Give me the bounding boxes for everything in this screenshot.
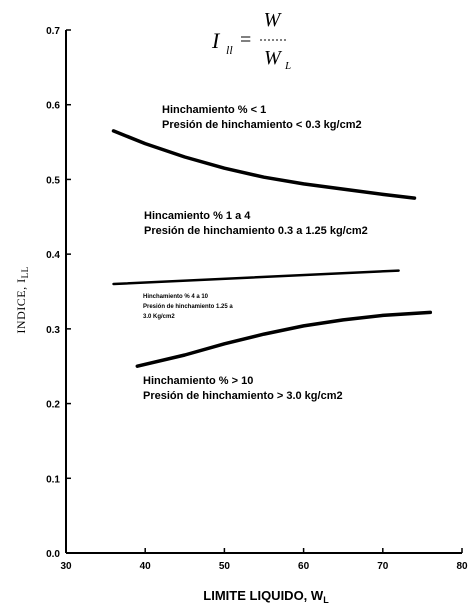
annotation-line: 3.0 Kg/cm2 [143,314,175,320]
formula-equals: = [240,29,251,51]
annotations: Hinchamiento % < 1 Presión de hinchamient… [143,104,368,402]
y-axis-title: INDICE, ILL [14,266,30,333]
x-tick-label: 60 [298,561,310,572]
annotation-2: Hincamiento % 1 a 4 Presión de hinchamien… [144,210,368,237]
series-line-3 [135,310,433,368]
y-tick-label: 0.2 [46,400,60,411]
svg-text:INDICE, ILL: INDICE, ILL [14,266,30,333]
x-tick-label: 70 [377,561,389,572]
annotation-line: Hinchamiento % 4 a 10 [143,294,209,300]
y-tick-label: 0.1 [46,474,60,485]
formula: I ll = W W L [211,9,291,72]
annotation-line: Hinchamiento % > 10 [143,375,253,387]
y-tick-label: 0.4 [46,250,60,261]
annotation-line: Presión de hinchamiento < 0.3 kg/cm2 [162,119,362,131]
y-tick-label: 0.7 [46,26,60,37]
x-tick-label: 30 [60,561,72,572]
annotation-1: Hinchamiento % < 1 Presión de hinchamient… [162,104,362,131]
annotation-4: Hinchamiento % > 10 Presión de hinchamien… [143,375,343,402]
y-tick-label: 0.6 [46,101,60,112]
y-axis-title-sub: LL [20,266,30,278]
x-axis-title-text: LIMITE LIQUIDO, W [203,588,324,603]
x-tick-label: 50 [219,561,231,572]
annotation-line: Presión de hinchamiento > 3.0 kg/cm2 [143,390,343,402]
formula-denominator: W [264,47,283,69]
x-tick-label: 80 [456,561,468,572]
ticks: 30 40 50 60 70 80 0.0 0.1 0.2 0.3 0.4 0.5 0.6 0.7 [46,26,468,572]
y-axis-title-text: INDICE, I [14,278,28,333]
series-line-2 [112,269,400,286]
axes [65,30,462,554]
formula-numerator: W [264,9,283,31]
annotation-line: Hinchamiento % < 1 [162,104,266,116]
y-tick-label: 0.0 [46,549,60,560]
annotation-line: Hincamiento % 1 a 4 [144,210,251,222]
annotation-3: Hinchamiento % 4 a 10 Presión de hinchami… [143,294,233,320]
x-tick-label: 40 [140,561,152,572]
annotation-line: Presión de hinchamiento 1.25 a [143,304,233,310]
annotation-line: Presión de hinchamiento 0.3 a 1.25 kg/cm… [144,225,368,237]
formula-denominator-sub: L [284,60,291,72]
svg-text:LIMITE LIQUIDO, WL: LIMITE LIQUIDO, WL [203,588,329,605]
formula-lhs: I [211,28,221,53]
y-tick-label: 0.3 [46,325,60,336]
y-tick-label: 0.5 [46,175,60,186]
formula-lhs-sub: ll [226,43,233,57]
series-line-1 [111,129,417,200]
x-axis-title: LIMITE LIQUIDO, WL [203,588,329,605]
x-axis-title-sub: L [323,595,329,605]
series [111,129,433,368]
